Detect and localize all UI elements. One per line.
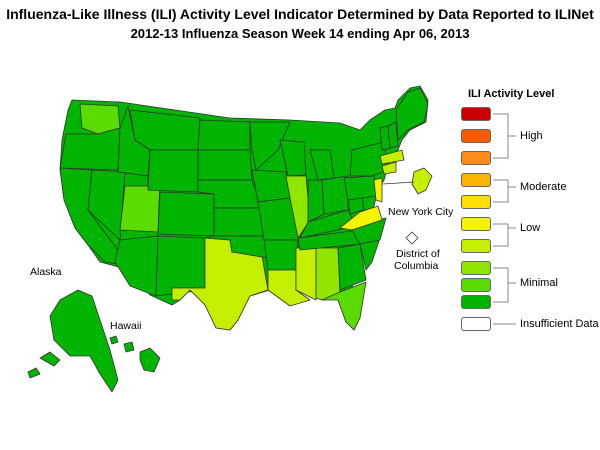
state-ak bbox=[49, 289, 119, 393]
legend-swatch-1 bbox=[461, 295, 491, 309]
legend-swatch-7 bbox=[461, 173, 491, 187]
nyc-inset bbox=[411, 167, 433, 195]
state-wi bbox=[279, 139, 307, 177]
legend-title: ILI Activity Level bbox=[468, 88, 555, 100]
map-title: Influenza-Like Illness (ILI) Activity Le… bbox=[6, 6, 594, 22]
label-dc-1: District of bbox=[396, 248, 440, 260]
legend-swatch-2 bbox=[461, 278, 491, 292]
legend-cat-moderate: Moderate bbox=[520, 181, 567, 193]
legend-swatch-8 bbox=[461, 151, 491, 165]
state-ct bbox=[381, 161, 397, 175]
map-subtitle: 2012-13 Influenza Season Week 14 ending … bbox=[130, 26, 470, 41]
state-nj bbox=[373, 177, 383, 203]
legend-swatch-3 bbox=[461, 261, 491, 275]
state-oh bbox=[321, 175, 349, 215]
legend-cat-insufficient: Insufficient Data bbox=[520, 318, 599, 330]
legend-swatch-4 bbox=[461, 239, 491, 253]
legend-swatch-6 bbox=[461, 195, 491, 209]
legend-cat-minimal: Minimal bbox=[520, 277, 558, 289]
state-ga bbox=[337, 243, 367, 291]
state-me bbox=[395, 87, 429, 141]
state-il bbox=[285, 175, 311, 239]
state-ny bbox=[349, 141, 389, 177]
label-nyc: New York City bbox=[388, 206, 454, 218]
legend-cat-high: High bbox=[520, 130, 543, 142]
state-fl bbox=[321, 281, 367, 331]
legend-swatch-0 bbox=[461, 317, 491, 331]
state-ak-islands bbox=[27, 351, 61, 379]
dc-marker bbox=[405, 231, 419, 245]
state-hi bbox=[109, 335, 161, 373]
label-dc-2: Columbia bbox=[394, 260, 439, 272]
state-az bbox=[114, 235, 159, 297]
label-hawaii: Hawaii bbox=[110, 320, 142, 332]
legend-cat-low: Low bbox=[520, 222, 541, 234]
legend-swatch-10 bbox=[461, 107, 491, 121]
state-nh bbox=[387, 121, 399, 149]
state-ma bbox=[379, 149, 405, 165]
state-mn bbox=[249, 121, 291, 171]
state-va bbox=[339, 205, 383, 231]
label-alaska: Alaska bbox=[30, 266, 62, 278]
legend-swatch-9 bbox=[461, 129, 491, 143]
legend-swatch-5 bbox=[461, 217, 491, 231]
